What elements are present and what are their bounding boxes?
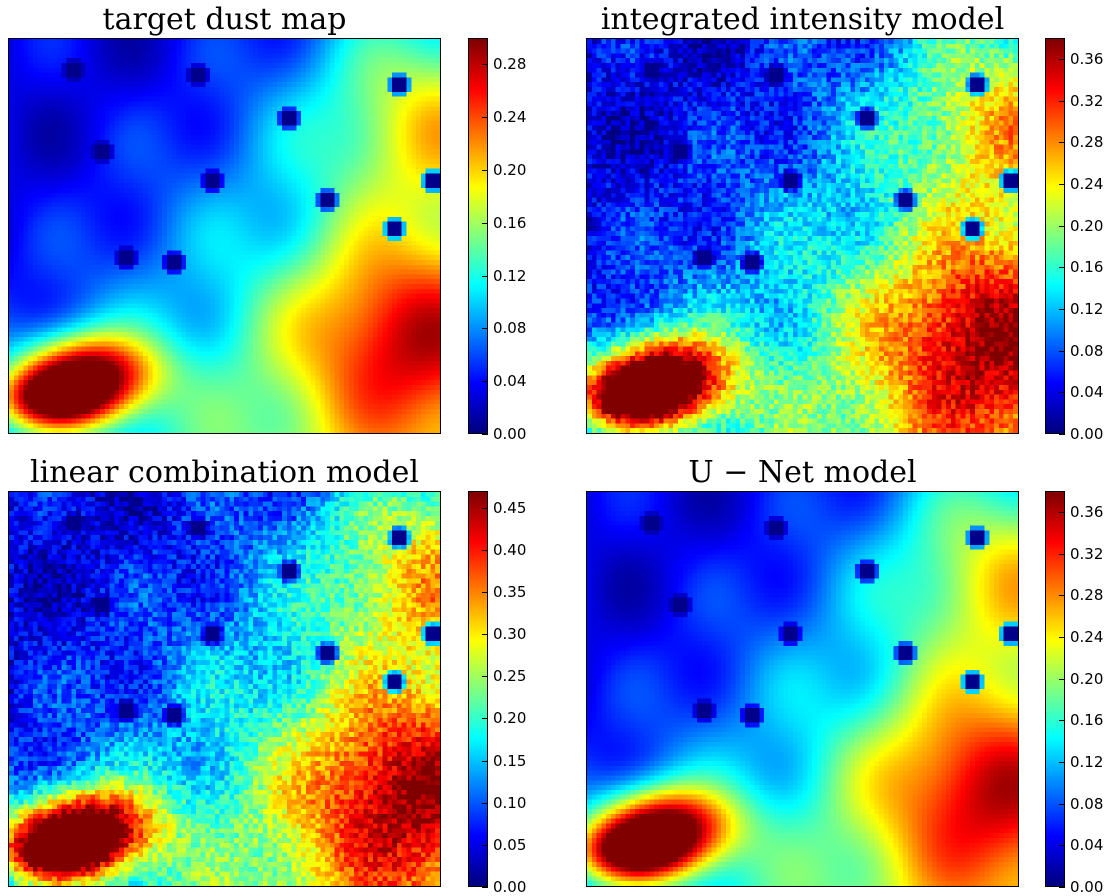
colorbar-tick-label: 0.35 [493, 583, 527, 601]
colorbar-tick-mark [1059, 554, 1065, 555]
colorbar-tick-label: 0.32 [1070, 545, 1104, 563]
colorbar-tick-label: 0.12 [1070, 753, 1104, 771]
colorbar-tick-label: 0.36 [1070, 503, 1104, 521]
panel-title: target dust map [102, 2, 347, 37]
colorbar [468, 491, 488, 887]
colorbar-tick-mark [482, 845, 488, 846]
colorbar-tick-mark [1059, 595, 1065, 596]
colorbar-tick-mark [482, 276, 488, 277]
heatmap-canvas [587, 492, 1018, 886]
heatmap-canvas [9, 39, 440, 433]
colorbar-tick-label: 0.05 [493, 836, 527, 854]
colorbar-tick-mark [482, 887, 488, 888]
colorbar-tick-mark [482, 64, 488, 65]
colorbar-gradient [469, 492, 487, 886]
colorbar-tick-label: 0.08 [1070, 342, 1104, 360]
colorbar-tick-label: 0.45 [493, 499, 527, 517]
colorbar-tick-mark [1059, 804, 1065, 805]
heatmap [586, 491, 1019, 887]
colorbar-tick-mark [1059, 267, 1065, 268]
colorbar-tick-label: 0.32 [1070, 92, 1104, 110]
colorbar-gradient [1046, 39, 1064, 433]
colorbar-tick-mark [482, 550, 488, 551]
panel-title: linear combination model [30, 455, 419, 490]
colorbar-tick-mark [1059, 392, 1065, 393]
colorbar-tick-mark [1059, 101, 1065, 102]
colorbar-tick-mark [1059, 309, 1065, 310]
colorbar-tick-mark [1059, 679, 1065, 680]
colorbar-tick-label: 0.16 [493, 214, 527, 232]
colorbar-tick-mark [482, 117, 488, 118]
colorbar-tick-label: 0.00 [493, 425, 527, 443]
colorbar-tick-label: 0.16 [1070, 711, 1104, 729]
colorbar [468, 38, 488, 434]
colorbar-tick-label: 0.25 [493, 667, 527, 685]
colorbar-tick-mark [1059, 887, 1065, 888]
colorbar-tick-label: 0.12 [493, 267, 527, 285]
colorbar-tick-mark [482, 718, 488, 719]
colorbar-tick-label: 0.08 [1070, 795, 1104, 813]
colorbar-tick-label: 0.36 [1070, 50, 1104, 68]
colorbar-tick-label: 0.16 [1070, 258, 1104, 276]
colorbar [1045, 491, 1065, 887]
colorbar-tick-label: 0.40 [493, 541, 527, 559]
colorbar-tick-label: 0.00 [493, 878, 527, 896]
colorbar-tick-mark [1059, 351, 1065, 352]
colorbar-tick-label: 0.00 [1070, 425, 1104, 443]
colorbar-tick-label: 0.24 [493, 108, 527, 126]
colorbar-tick-mark [482, 223, 488, 224]
colorbar-tick-mark [1059, 142, 1065, 143]
colorbar-tick-label: 0.10 [493, 794, 527, 812]
colorbar-tick-label: 0.20 [1070, 217, 1104, 235]
colorbar-tick-mark [1059, 762, 1065, 763]
colorbar-tick-mark [482, 761, 488, 762]
colorbar-tick-label: 0.12 [1070, 300, 1104, 318]
panel-title: integrated intensity model [600, 2, 1005, 37]
colorbar-tick-label: 0.30 [493, 625, 527, 643]
colorbar-tick-label: 0.04 [1070, 836, 1104, 854]
colorbar-tick-label: 0.28 [1070, 586, 1104, 604]
colorbar-tick-mark [482, 434, 488, 435]
colorbar-tick-mark [482, 803, 488, 804]
heatmap-canvas [587, 39, 1018, 433]
colorbar-tick-mark [1059, 59, 1065, 60]
colorbar-tick-mark [482, 328, 488, 329]
colorbar [1045, 38, 1065, 434]
colorbar-tick-label: 0.28 [493, 55, 527, 73]
heatmap [586, 38, 1019, 434]
heatmap-canvas [9, 492, 440, 886]
colorbar-tick-mark [482, 508, 488, 509]
colorbar-tick-label: 0.04 [493, 372, 527, 390]
colorbar-tick-label: 0.04 [1070, 383, 1104, 401]
colorbar-tick-mark [482, 170, 488, 171]
colorbar-tick-mark [1059, 512, 1065, 513]
colorbar-tick-label: 0.24 [1070, 628, 1104, 646]
colorbar-tick-label: 0.08 [493, 319, 527, 337]
colorbar-tick-label: 0.28 [1070, 133, 1104, 151]
colorbar-tick-mark [1059, 720, 1065, 721]
colorbar-tick-mark [482, 592, 488, 593]
colorbar-gradient [469, 39, 487, 433]
colorbar-tick-label: 0.15 [493, 752, 527, 770]
colorbar-tick-mark [482, 634, 488, 635]
colorbar-tick-label: 0.20 [493, 709, 527, 727]
colorbar-tick-label: 0.24 [1070, 175, 1104, 193]
heatmap [8, 38, 441, 434]
colorbar-tick-mark [1059, 184, 1065, 185]
colorbar-tick-mark [1059, 845, 1065, 846]
heatmap [8, 491, 441, 887]
colorbar-gradient [1046, 492, 1064, 886]
colorbar-tick-mark [1059, 637, 1065, 638]
colorbar-tick-mark [482, 381, 488, 382]
colorbar-tick-mark [1059, 226, 1065, 227]
colorbar-tick-mark [482, 676, 488, 677]
colorbar-tick-label: 0.00 [1070, 878, 1104, 896]
colorbar-tick-label: 0.20 [1070, 670, 1104, 688]
colorbar-tick-label: 0.20 [493, 161, 527, 179]
panel-title: U − Net model [688, 455, 917, 490]
colorbar-tick-mark [1059, 434, 1065, 435]
